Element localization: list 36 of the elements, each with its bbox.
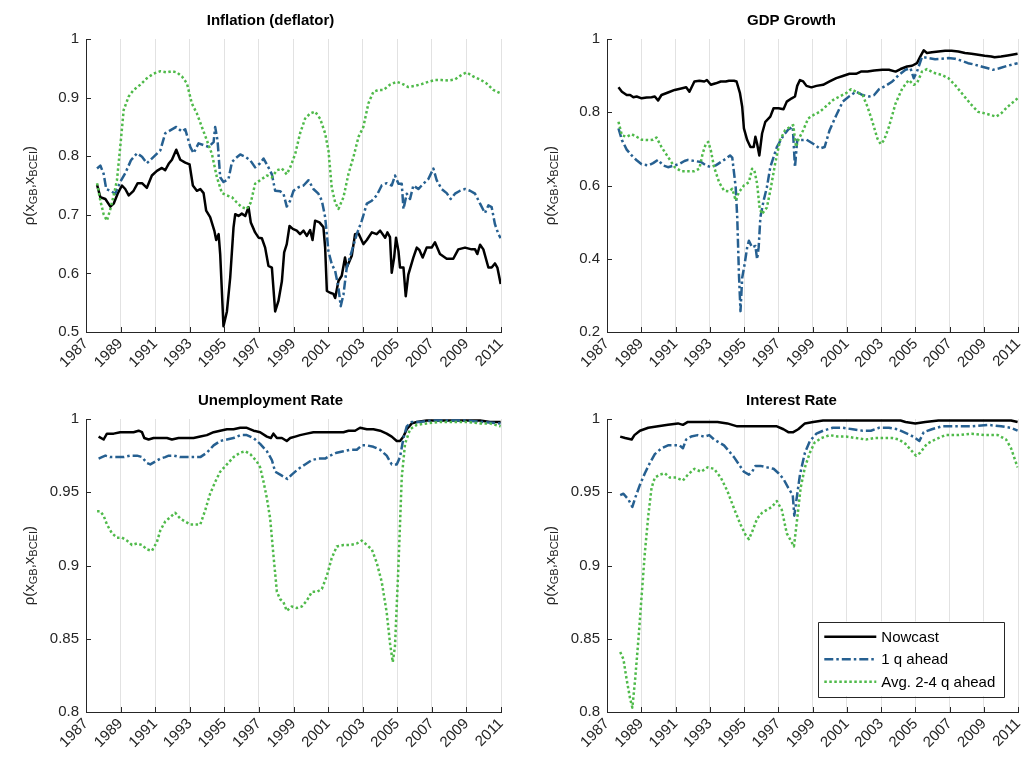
line-series [95,125,501,308]
y-tick-label: 0.8 [579,102,600,120]
chart-title: Unemployment Rate [197,391,344,409]
legend-label: Avg. 2-4 q ahead [881,672,996,690]
line-series [95,420,501,664]
line-series [618,432,1019,709]
line-series [618,423,1019,517]
y-tick-label: 1 [591,409,600,427]
chart-title: Inflation (deflator) [206,11,335,29]
line-series [617,67,1019,216]
y-tick-label: 1 [591,29,600,47]
y-tick-label: 0.95 [49,482,79,500]
y-tick-label: 0.7 [58,204,79,222]
y-tick-label: 0.9 [58,87,79,105]
line-series [95,69,501,222]
line-series [617,55,1019,313]
y-tick-label: 0.8 [58,146,79,164]
y-tick-label: 0.9 [58,555,79,573]
y-tick-label: 0.8 [58,702,79,720]
chart-title: Interest Rate [746,391,837,409]
y-tick-label: 1 [70,29,79,47]
legend-label: 1 q ahead [881,650,949,668]
line-series [97,419,501,481]
y-tick-label: 0.6 [58,263,79,281]
y-tick-label: 1 [70,409,79,427]
y-tick-label: 0.85 [49,628,79,646]
y-tick-label: 0.4 [579,248,600,266]
y-tick-label: 0.95 [570,482,600,500]
y-tick-label: 0.9 [579,555,600,573]
y-tick-label: 0.6 [579,175,600,193]
y-tick-label: 0.5 [58,322,79,340]
y-tick-label: 0.85 [570,628,600,646]
legend-label: Nowcast [881,627,940,645]
y-tick-label: 0.2 [579,322,600,340]
chart-title: GDP Growth [747,11,836,29]
y-tick-label: 0.8 [579,702,600,720]
